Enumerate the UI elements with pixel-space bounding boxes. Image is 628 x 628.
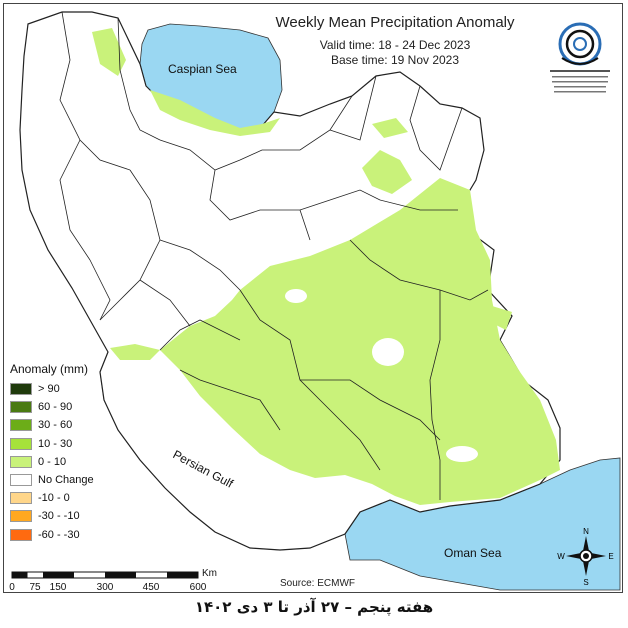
legend-label: 60 - 90 [38, 401, 73, 414]
legend-label: No Change [38, 474, 94, 487]
compass-n: N [583, 527, 589, 536]
valid-time: Valid time: 18 - 24 Dec 2023 [319, 38, 471, 52]
scale-tick: 300 [96, 582, 114, 593]
legend: Anomaly (mm) > 90 60 - 90 30 - 60 10 - 30 0 … [10, 362, 115, 544]
legend-label: -60 - -30 [38, 528, 80, 541]
scale-tick: 150 [49, 582, 67, 593]
map-frame [3, 3, 623, 593]
legend-label: -10 - 0 [38, 492, 70, 505]
caspian-sea-label: Caspian Sea [168, 62, 237, 76]
legend-swatch [10, 528, 32, 541]
scale-bar: Km 0 75 150 300 450 600 [8, 568, 223, 596]
compass-e: E [608, 552, 613, 561]
legend-swatch [10, 455, 32, 468]
legend-swatch [10, 437, 32, 450]
scale-tick: 450 [142, 582, 160, 593]
legend-item: 10 - 30 [10, 435, 115, 453]
scale-unit: Km [202, 568, 217, 579]
legend-item: 30 - 60 [10, 416, 115, 434]
legend-label: 30 - 60 [38, 419, 73, 432]
compass-w: W [557, 552, 565, 561]
legend-item: No Change [10, 471, 115, 489]
scale-tick: 0 [9, 582, 15, 593]
base-time: Base time: 19 Nov 2023 [330, 53, 460, 67]
legend-item: -60 - -30 [10, 526, 115, 544]
legend-swatch [10, 401, 32, 414]
legend-swatch [10, 510, 32, 523]
legend-label: > 90 [38, 383, 60, 396]
scale-tick: 600 [189, 582, 207, 593]
compass-rose-icon: N S E W [557, 527, 613, 586]
legend-item: -10 - 0 [10, 489, 115, 507]
map-title: Weekly Mean Precipitation Anomaly [275, 14, 515, 31]
no-change-islands [285, 289, 478, 462]
legend-item: 60 - 90 [10, 398, 115, 416]
legend-item: -30 - -10 [10, 507, 115, 525]
scale-tick: 75 [29, 582, 41, 593]
legend-label: 10 - 30 [38, 437, 73, 450]
institute-logo [550, 22, 610, 93]
legend-item: 0 - 10 [10, 453, 115, 471]
legend-title: Anomaly (mm) [10, 362, 89, 376]
source-label: Source: ECMWF [280, 578, 356, 589]
legend-item: > 90 [10, 380, 115, 398]
province-boundaries [59, 11, 489, 500]
legend-swatch [10, 419, 32, 432]
oman-sea-label: Oman Sea [444, 546, 502, 560]
scale-bar-graphic [11, 571, 199, 579]
legend-swatch [10, 474, 32, 487]
footer-caption: هفته پنجم – ۲۷ آذر تا ۳ دی ۱۴۰۲ [194, 598, 434, 616]
legend-swatch [10, 492, 32, 505]
legend-label: -30 - -10 [38, 510, 80, 523]
legend-swatch [10, 383, 32, 396]
anomaly-0-10-areas [92, 28, 560, 505]
legend-label: 0 - 10 [38, 455, 67, 468]
compass-s: S [583, 578, 588, 586]
